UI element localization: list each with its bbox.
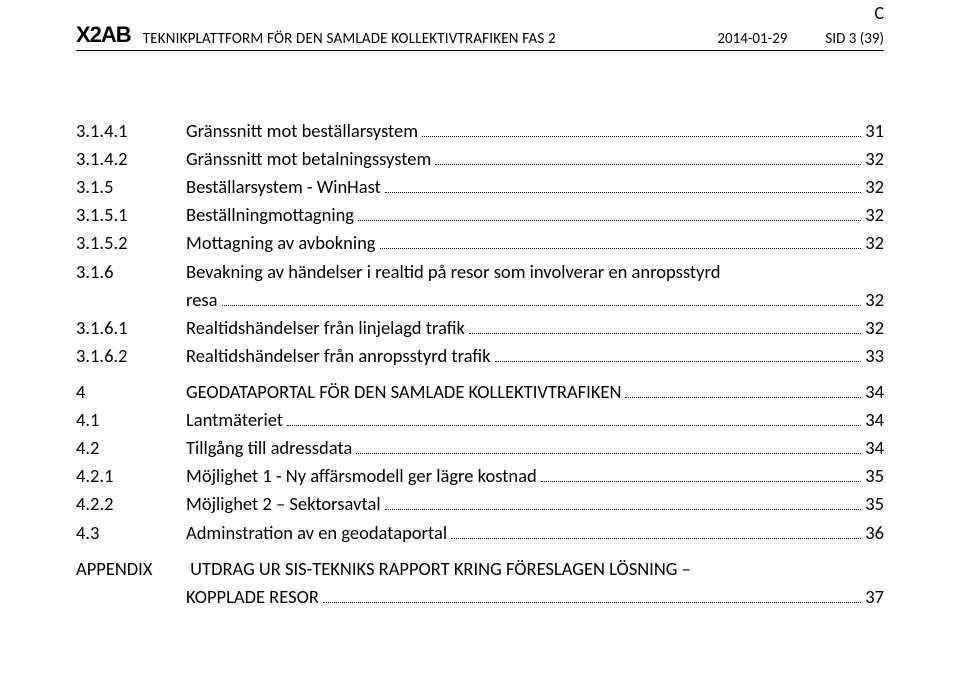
toc-page: 32 bbox=[865, 173, 884, 201]
toc-text: Mottagning av avbokning bbox=[186, 229, 376, 257]
toc-leader bbox=[222, 289, 862, 306]
toc-page: 32 bbox=[865, 201, 884, 229]
toc-text: Tillgång till adressdata bbox=[186, 434, 352, 462]
toc-page: 32 bbox=[865, 145, 884, 173]
toc-leader bbox=[356, 438, 861, 455]
header-left: X2AB TEKNIKPLATTFORM FÖR DEN SAMLADE KOL… bbox=[76, 24, 556, 48]
toc-leader bbox=[385, 494, 862, 511]
toc-text: Bevakning av händelser i realtid på reso… bbox=[186, 258, 884, 286]
toc-number: 4.2.2 bbox=[76, 490, 186, 518]
toc-page: 33 bbox=[865, 342, 884, 370]
toc-number: 4 bbox=[76, 378, 186, 406]
toc-leader bbox=[541, 466, 862, 483]
toc-row: 4.3Adminstration av en geodataportal 36 bbox=[76, 519, 884, 547]
toc-number: 3.1.4.2 bbox=[76, 145, 186, 173]
toc-text: Möjlighet 1 - Ny affärsmodell ger lägre … bbox=[186, 462, 537, 490]
toc-row: 3.1.5.1Beställningmottagning 32 bbox=[76, 201, 884, 229]
toc-number: 3.1.6.1 bbox=[76, 314, 186, 342]
toc-row: 3.1.4.2Gränssnitt mot betalningssystem 3… bbox=[76, 145, 884, 173]
toc-leader bbox=[451, 522, 861, 539]
appendix-text-line2: KOPPLADE RESOR 37 bbox=[186, 583, 884, 611]
toc-number: 3.1.6 bbox=[76, 258, 186, 286]
toc-page: 34 bbox=[865, 378, 884, 406]
toc-text: Lantmäteriet bbox=[186, 406, 283, 434]
appendix-label: APPENDIX bbox=[76, 555, 186, 583]
toc-row: 4.2.1Möjlighet 1 - Ny affärsmodell ger l… bbox=[76, 462, 884, 490]
toc-text: Möjlighet 2 – Sektorsavtal bbox=[186, 490, 381, 518]
toc-leader bbox=[287, 409, 861, 426]
toc-number: 4.3 bbox=[76, 519, 186, 547]
toc-number: 3.1.5.2 bbox=[76, 229, 186, 257]
toc-page: 32 bbox=[865, 314, 884, 342]
toc-number: 3.1.4.1 bbox=[76, 117, 186, 145]
toc-leader bbox=[435, 148, 861, 165]
toc-text-line2: resa 32 bbox=[186, 286, 884, 314]
toc-text: Adminstration av en geodataportal bbox=[186, 519, 447, 547]
toc-page: 34 bbox=[865, 406, 884, 434]
toc-page: 37 bbox=[865, 583, 884, 611]
toc-number: 3.1.6.2 bbox=[76, 342, 186, 370]
toc-body: Bevakning av händelser i realtid på reso… bbox=[186, 258, 884, 314]
toc-page: 35 bbox=[865, 490, 884, 518]
document-title: TEKNIKPLATTFORM FÖR DEN SAMLADE KOLLEKTI… bbox=[143, 30, 556, 48]
toc-row: 4.2Tillgång till adressdata 34 bbox=[76, 434, 884, 462]
toc-leader bbox=[625, 381, 861, 398]
table-of-contents: 3.1.4.1Gränssnitt mot beställarsystem 31… bbox=[76, 117, 884, 611]
toc-text: GEODATAPORTAL FÖR DEN SAMLADE KOLLEKTIVT… bbox=[186, 378, 621, 406]
toc-page: 32 bbox=[865, 229, 884, 257]
toc-row: 3.1.4.1Gränssnitt mot beställarsystem 31 bbox=[76, 117, 884, 145]
header-right: 2014-01-29 SID 3 (39) bbox=[717, 30, 884, 48]
toc-row: 3.1.5Beställarsystem - WinHast 32 bbox=[76, 173, 884, 201]
toc-text: Gränssnitt mot betalningssystem bbox=[186, 145, 431, 173]
toc-text: Realtidshändelser från anropsstyrd trafi… bbox=[186, 342, 491, 370]
toc-leader bbox=[385, 177, 861, 194]
toc-page: 32 bbox=[865, 286, 884, 314]
toc-number: 4.2 bbox=[76, 434, 186, 462]
toc-text: Realtidshändelser från linjelagd trafik bbox=[186, 314, 465, 342]
toc-page: 31 bbox=[865, 117, 884, 145]
toc-row: 4.2.2Möjlighet 2 – Sektorsavtal 35 bbox=[76, 490, 884, 518]
toc-page: 36 bbox=[865, 519, 884, 547]
toc-text: Gränssnitt mot beställarsystem bbox=[186, 117, 418, 145]
toc-row: 3.1.6.1Realtidshändelser från linjelagd … bbox=[76, 314, 884, 342]
toc-leader bbox=[469, 317, 861, 334]
toc-row: 3.1.6.2Realtidshändelser från anropsstyr… bbox=[76, 342, 884, 370]
appendix-body: UTDRAG UR SIS-TEKNIKS RAPPORT KRING FÖRE… bbox=[186, 555, 884, 611]
document-page: C X2AB TEKNIKPLATTFORM FÖR DEN SAMLADE K… bbox=[0, 0, 960, 683]
toc-number: 3.1.5.1 bbox=[76, 201, 186, 229]
toc-text: Beställarsystem - WinHast bbox=[186, 173, 381, 201]
toc-row: 3.1.5.2Mottagning av avbokning 32 bbox=[76, 229, 884, 257]
logo: X2AB bbox=[76, 24, 131, 48]
toc-page: 35 bbox=[865, 462, 884, 490]
appendix-text: UTDRAG UR SIS-TEKNIKS RAPPORT KRING FÖRE… bbox=[186, 555, 884, 583]
document-date: 2014-01-29 bbox=[717, 30, 787, 48]
toc-leader bbox=[380, 233, 862, 250]
toc-leader bbox=[323, 586, 861, 603]
toc-number: 4.1 bbox=[76, 406, 186, 434]
toc-row: 4.1Lantmäteriet 34 bbox=[76, 406, 884, 434]
toc-text: Beställningmottagning bbox=[186, 201, 354, 229]
appendix-row: APPENDIX UTDRAG UR SIS-TEKNIKS RAPPORT K… bbox=[76, 555, 884, 611]
toc-number: 4.2.1 bbox=[76, 462, 186, 490]
toc-text: resa bbox=[186, 286, 218, 314]
toc-leader bbox=[495, 345, 862, 362]
toc-page: 34 bbox=[865, 434, 884, 462]
toc-row: 3.1.6Bevakning av händelser i realtid på… bbox=[76, 258, 884, 314]
toc-leader bbox=[422, 120, 861, 137]
corner-letter: C bbox=[874, 2, 884, 24]
toc-leader bbox=[358, 205, 861, 222]
page-header: X2AB TEKNIKPLATTFORM FÖR DEN SAMLADE KOL… bbox=[76, 24, 884, 51]
appendix-text: KOPPLADE RESOR bbox=[186, 583, 319, 611]
toc-row: 4GEODATAPORTAL FÖR DEN SAMLADE KOLLEKTIV… bbox=[76, 378, 884, 406]
toc-number: 3.1.5 bbox=[76, 173, 186, 201]
page-reference: SID 3 (39) bbox=[825, 30, 884, 48]
